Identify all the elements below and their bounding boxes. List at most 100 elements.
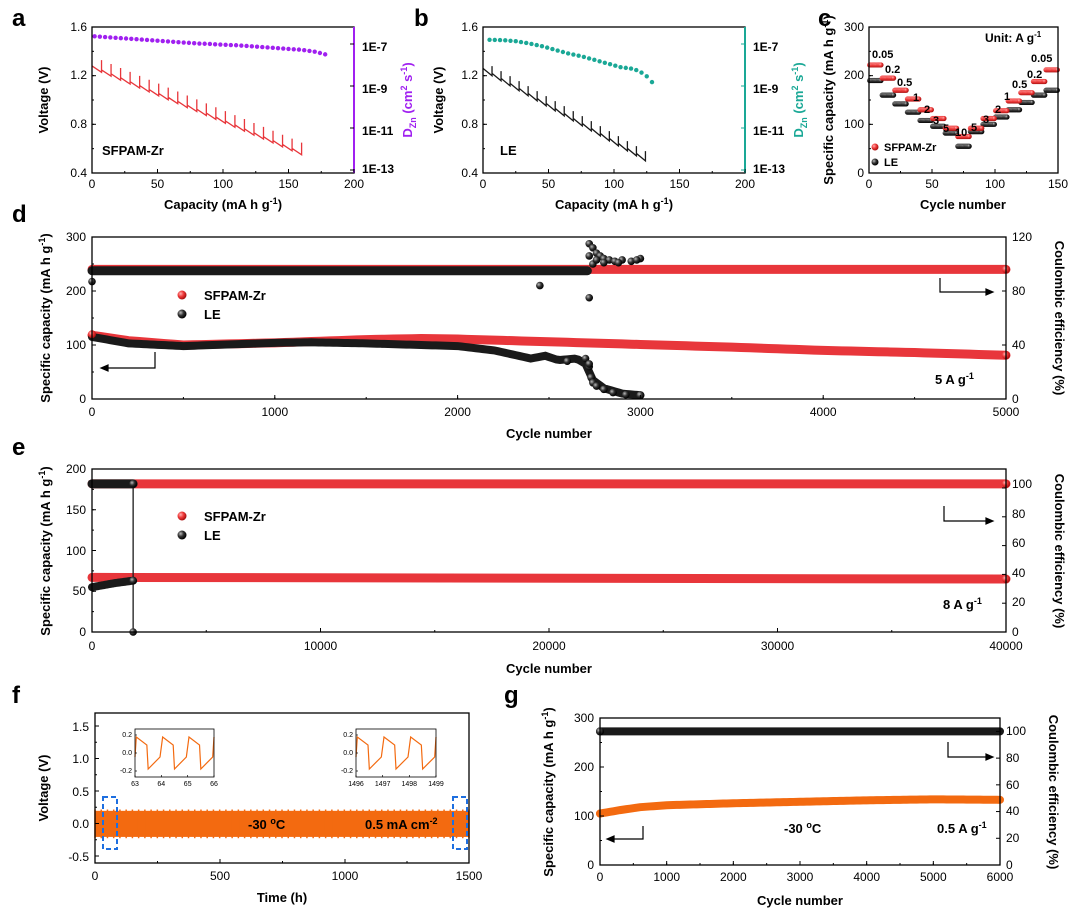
x-tick-label: 0 [597, 870, 604, 884]
left-axis-arrow [106, 352, 156, 369]
dzn-point [286, 46, 291, 52]
x-tick-label: 500 [210, 869, 230, 883]
axis-ticks [868, 26, 1059, 174]
y-tick-label: 100 [844, 117, 864, 131]
dzn-point [275, 45, 281, 51]
sfpam-point [941, 115, 947, 122]
panel-a: a 0 50 100 150 200 0.4 0.8 1.2 1.6 1E-7 … [12, 5, 418, 212]
x-axis-label: Cycle number [757, 893, 843, 908]
rate-label: 5 A g-1 [935, 371, 974, 387]
y2-tick-label: 80 [1012, 507, 1026, 521]
inset-ticks [134, 734, 215, 777]
panel-b: b 0 50 100 150 200 0.4 0.8 1.2 1.6 1E-7 … [414, 5, 809, 212]
unit-label: Unit: A g-1 [985, 30, 1042, 45]
dzn-point [228, 42, 234, 48]
y-tick-labels: 0 100 200 300 [844, 20, 864, 180]
y2-tick-label: 60 [1006, 778, 1020, 792]
le-capacity-point [621, 390, 630, 399]
y-axis-label: Voltage (V) [431, 67, 446, 134]
dzn-point [260, 44, 265, 50]
dzn-point [497, 37, 503, 43]
x-tick-label: 40000 [989, 639, 1023, 653]
rate-label: 0.2 [1027, 69, 1042, 81]
y2-tick-label: 1E-13 [753, 162, 785, 176]
right-axis-arrow [943, 506, 988, 522]
inset-y-tick-labels: 0.2 0.0 -0.2 [341, 732, 353, 775]
le-point [966, 143, 972, 149]
rate-label: 2 [924, 104, 930, 116]
x-tick-labels: 0 1000 2000 3000 4000 5000 6000 [597, 870, 1014, 884]
sfpam-point [966, 133, 972, 140]
dzn-point [202, 41, 207, 46]
inset-tick-label: 0.0 [343, 750, 353, 757]
y-axis-label: Voltage (V) [36, 67, 51, 134]
y-tick-label: 0.8 [70, 117, 87, 131]
right-axis-arrow [947, 742, 988, 758]
y2-tick-labels: 0 20 40 60 80 100 [1012, 477, 1032, 639]
sfpam-point [890, 75, 897, 81]
rate-label: 1 [1004, 91, 1010, 103]
dzn-point [108, 35, 113, 40]
dzn-point [607, 62, 613, 67]
dzn-point [134, 37, 139, 42]
le-ce-outlier [585, 293, 594, 302]
dzn-point [492, 37, 497, 43]
x-tick-label: 1000 [261, 405, 288, 419]
panel-label: c [818, 5, 831, 32]
x-tick-labels: 0 50 100 150 200 [480, 177, 756, 191]
y2-tick-label: 40 [1006, 804, 1020, 818]
dzn-point [518, 39, 524, 45]
dzn-point [307, 48, 312, 54]
le-capacity-point [585, 360, 594, 368]
dzn-point [534, 42, 539, 48]
y-tick-label: 1.0 [72, 752, 89, 766]
y-tick-label: 1.2 [70, 68, 87, 82]
y2-tick-label: 1E-9 [753, 82, 779, 96]
x-tick-label: 3000 [627, 405, 654, 419]
le-ce-point [585, 252, 594, 260]
sfpam-point [916, 96, 922, 102]
dzn-point [97, 34, 103, 39]
rate-label: 1 [913, 92, 919, 104]
chart-marks [867, 62, 1060, 149]
inset-tick-label: -0.2 [341, 768, 353, 775]
legend-marker [871, 143, 879, 151]
y2-tick-labels: 1E-7 1E-9 1E-11 1E-13 [362, 40, 394, 176]
le-ce-point [600, 258, 608, 267]
sfpam-point [928, 107, 934, 113]
arrow-head [985, 288, 995, 296]
inset-2: 1496 1497 1498 1499 0.2 0.0 -0.2 [341, 728, 444, 788]
dzn-point [539, 43, 545, 49]
dzn-point [171, 39, 176, 44]
x-tick-label: 1000 [653, 870, 680, 884]
rate-label: 8 A g-1 [943, 596, 982, 612]
legend-label: SFPAM-Zr [884, 142, 937, 154]
rate-label: 3 [983, 114, 989, 126]
y2-tick-label: 80 [1006, 751, 1020, 765]
legend: SFPAM-Zr LE [871, 142, 937, 169]
dzn-point [176, 39, 181, 45]
dzn-point [150, 38, 155, 43]
y2-axis-label: Coulombic efficiency (%) [1052, 241, 1067, 396]
dzn-point [155, 38, 160, 43]
y2-tick-label: 1E-11 [362, 124, 394, 138]
dzn-point [550, 46, 555, 52]
dzn-point [623, 65, 628, 71]
legend-label: LE [204, 307, 221, 322]
y-tick-label: 300 [66, 230, 86, 244]
sfpam-point [953, 125, 960, 131]
inset-voltage-line [355, 735, 437, 771]
le-ce-outlier [536, 281, 544, 290]
dzn-point [613, 63, 618, 68]
y2-tick-label: 60 [1012, 536, 1026, 550]
dzn-point [160, 38, 165, 44]
x-tick-label: 200 [735, 177, 755, 191]
axis-ticks [599, 717, 1001, 866]
series-annotation: SFPAM-Zr [102, 143, 164, 158]
y2-tick-label: 40 [1012, 566, 1026, 580]
dzn-point [628, 66, 634, 71]
legend: SFPAM-Zr LE [177, 509, 266, 543]
y-tick-label: 100 [66, 544, 86, 558]
axis-ticks [91, 26, 355, 174]
dzn-point [487, 37, 492, 42]
